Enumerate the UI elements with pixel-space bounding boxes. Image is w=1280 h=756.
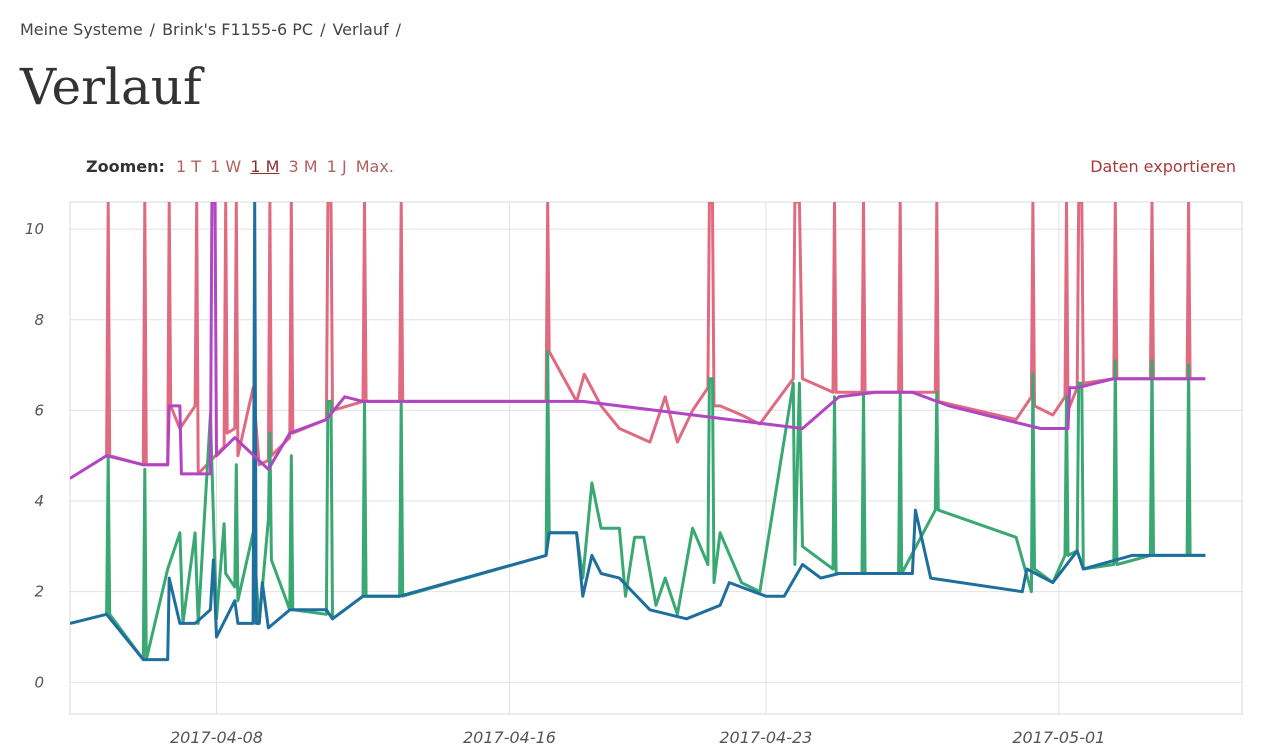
y-tick-label: 6 — [34, 401, 44, 419]
zoom-bar: Zoomen: 1 T 1 W 1 M 3 M 1 J Max. — [86, 157, 398, 176]
series-line-purple — [70, 202, 1206, 480]
x-tick-label: 2017-04-08 — [170, 728, 263, 747]
zoom-option-1-week[interactable]: 1 W — [210, 157, 242, 176]
y-tick-label: 2 — [34, 583, 44, 601]
breadcrumb-separator: / — [395, 20, 402, 39]
series-line-green — [105, 350, 1206, 662]
zoom-option-max[interactable]: Max. — [355, 157, 394, 176]
breadcrumb-separator: / — [149, 20, 156, 39]
x-tick-label: 2017-04-16 — [463, 728, 556, 747]
breadcrumb-item-history[interactable]: Verlauf — [332, 20, 389, 39]
breadcrumb-separator: / — [320, 20, 326, 39]
zoom-option-1-day[interactable]: 1 T — [176, 157, 202, 176]
y-tick-label: 0 — [34, 673, 44, 691]
zoom-option-3-months[interactable]: 3 M — [288, 157, 318, 176]
y-tick-label: 8 — [34, 311, 44, 329]
breadcrumb-item-system[interactable]: Brink's F1155-6 PC — [162, 20, 314, 39]
export-data-link[interactable]: Daten exportieren — [1090, 157, 1236, 176]
series-line-red — [105, 202, 1206, 476]
y-tick-label: 4 — [34, 492, 44, 510]
y-tick-label: 10 — [25, 220, 44, 238]
breadcrumb: Meine Systeme / Brink's F1155-6 PC / Verlauf… — [20, 20, 408, 39]
series-line-blue — [70, 202, 1206, 662]
page-title: Verlauf — [20, 58, 202, 116]
x-tick-label: 2017-05-01 — [1012, 728, 1105, 747]
zoom-option-1-year[interactable]: 1 J — [326, 157, 347, 176]
plot-area — [69, 201, 1243, 715]
history-chart[interactable]: 0 2 4 6 8 10 2017-04-08 2017-04-16 2017-04-23 201… — [0, 190, 1280, 756]
zoom-option-1-month[interactable]: 1 M — [250, 157, 280, 176]
zoom-label: Zoomen: — [86, 157, 165, 176]
x-tick-label: 2017-04-23 — [719, 728, 812, 747]
breadcrumb-item-my-systems[interactable]: Meine Systeme — [20, 20, 143, 39]
